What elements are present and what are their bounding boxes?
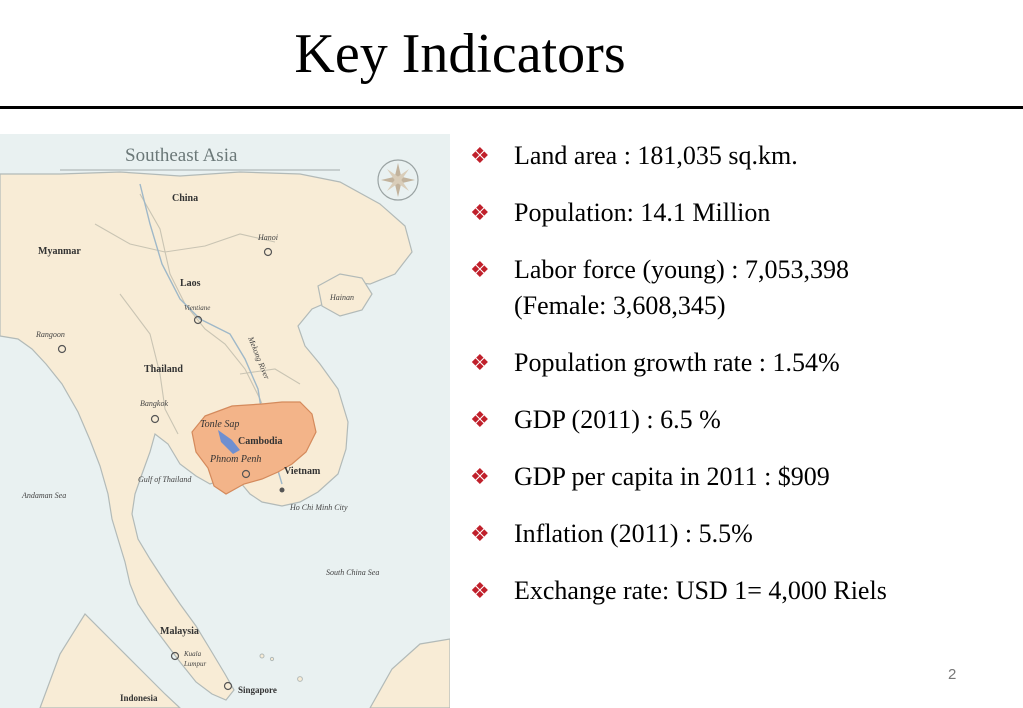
- indicator-text: GDP (2011) : 6.5 %: [514, 405, 721, 434]
- indicator-item: ❖ Population: 14.1 Million: [470, 195, 1010, 231]
- diamond-bullet-icon: ❖: [470, 258, 490, 283]
- vientiane-marker: [193, 315, 203, 325]
- map-island: [259, 653, 265, 659]
- map-cambodia: [191, 401, 317, 495]
- indicator-item: ❖ Population growth rate : 1.54%: [470, 345, 1010, 381]
- indicator-item: ❖ Exchange rate: USD 1= 4,000 Riels: [470, 573, 1010, 609]
- map-country-borders: [94, 193, 301, 435]
- map-sumatra: [39, 613, 181, 708]
- map-tonle-sap-lake: [218, 430, 240, 454]
- indicator-text: Land area : 181,035 sq.km.: [514, 141, 798, 170]
- kuala-lumpur-marker: [170, 651, 180, 661]
- label-laos: Laos: [180, 278, 201, 289]
- hanoi-marker: [263, 247, 273, 257]
- indicator-text: Population: 14.1 Million: [514, 198, 771, 227]
- diamond-bullet-icon: ❖: [470, 201, 490, 226]
- map-heading: Southeast Asia: [125, 145, 238, 166]
- page-number: 2: [948, 666, 957, 683]
- title-divider: [0, 106, 1023, 109]
- label-singapore: Singapore: [238, 685, 277, 695]
- bangkok-marker: [150, 414, 160, 424]
- label-vietnam: Vietnam: [284, 466, 321, 477]
- label-rangoon: Rangoon: [35, 330, 65, 339]
- map-hainan-island: [317, 273, 373, 317]
- indicator-item: ❖ Labor force (young) : 7,053,398 (Female:…: [470, 252, 1010, 324]
- hcmc-marker: [279, 487, 285, 493]
- label-cambodia: Cambodia: [238, 436, 282, 447]
- label-gulf-of-thailand: Gulf of Thailand: [138, 475, 192, 484]
- indicator-text: Labor force (young) : 7,053,398: [514, 255, 850, 284]
- label-vientiane: Vientiane: [184, 304, 210, 312]
- label-myanmar: Myanmar: [38, 246, 81, 257]
- key-indicators-list: ❖ Land area : 181,035 sq.km. ❖ Population:…: [470, 138, 1010, 630]
- indicator-text: Inflation (2011) : 5.5%: [514, 519, 753, 548]
- diamond-bullet-icon: ❖: [470, 465, 490, 490]
- phnom-penh-marker: [241, 469, 251, 479]
- southeast-asia-map: Southeast Asia China Myanmar Hanoi Laos …: [0, 134, 450, 708]
- indicator-item: ❖ GDP per capita in 2011 : $909: [470, 459, 1010, 495]
- label-bangkok: Bangkok: [140, 399, 168, 408]
- label-lumpur: Lumpur: [183, 660, 206, 668]
- label-ho-chi-minh-city: Ho Chi Minh City: [289, 503, 348, 512]
- diamond-bullet-icon: ❖: [470, 522, 490, 547]
- rangoon-marker: [57, 344, 67, 354]
- indicator-item: ❖ GDP (2011) : 6.5 %: [470, 402, 1010, 438]
- indicator-subtext: (Female: 3,608,345): [514, 291, 726, 320]
- map-island: [297, 676, 303, 682]
- diamond-bullet-icon: ❖: [470, 579, 490, 604]
- label-malaysia: Malaysia: [160, 626, 199, 637]
- map-island: [269, 656, 275, 662]
- label-thailand: Thailand: [144, 364, 183, 375]
- indicator-item: ❖ Land area : 181,035 sq.km.: [470, 138, 1010, 174]
- label-tonle-sap: Tonle Sap: [200, 419, 239, 430]
- label-south-china-sea: South China Sea: [326, 568, 379, 577]
- label-kuala: Kuala: [183, 650, 202, 658]
- diamond-bullet-icon: ❖: [470, 408, 490, 433]
- label-china: China: [172, 193, 198, 204]
- slide-title: Key Indicators: [294, 23, 626, 85]
- label-andaman-sea: Andaman Sea: [21, 491, 66, 500]
- diamond-bullet-icon: ❖: [470, 351, 490, 376]
- label-hanoi: Hanoi: [257, 233, 278, 242]
- indicator-text: Population growth rate : 1.54%: [514, 348, 840, 377]
- map-compass-rose: [377, 159, 419, 201]
- label-indonesia: Indonesia: [120, 693, 158, 703]
- indicator-text: GDP per capita in 2011 : $909: [514, 462, 830, 491]
- indicator-item: ❖ Inflation (2011) : 5.5%: [470, 516, 1010, 552]
- indicator-text: Exchange rate: USD 1= 4,000 Riels: [514, 576, 887, 605]
- label-hainan: Hainan: [329, 293, 354, 302]
- singapore-marker: [223, 681, 233, 691]
- diamond-bullet-icon: ❖: [470, 144, 490, 169]
- label-phnom-penh: Phnom Penh: [209, 454, 261, 465]
- map-borneo-edge: [369, 638, 450, 708]
